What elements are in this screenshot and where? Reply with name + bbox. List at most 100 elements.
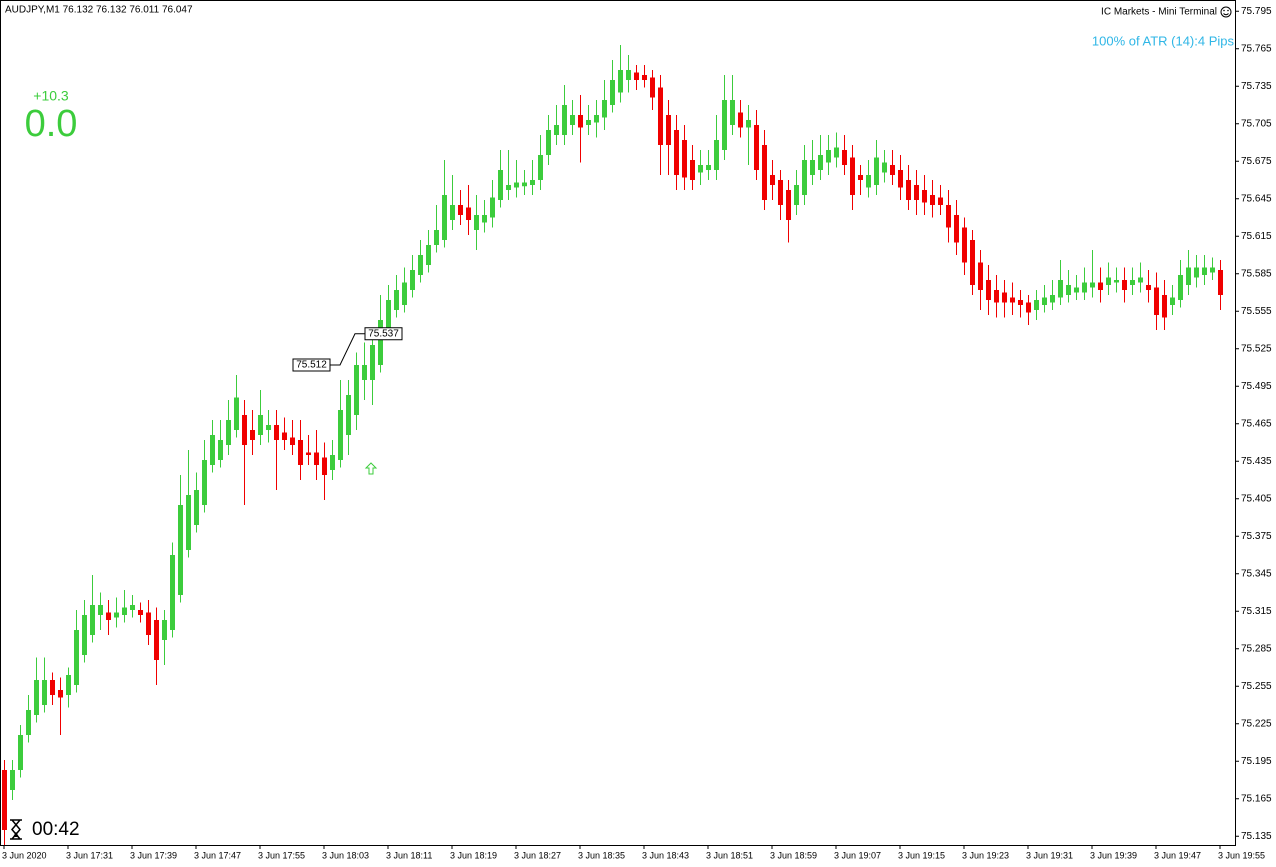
candle-body [578, 115, 583, 128]
candle-body [170, 555, 175, 630]
candle-body [130, 605, 135, 610]
y-tick-label: 75.705 [1241, 118, 1272, 129]
candle-body [378, 320, 383, 365]
candle-body [1090, 282, 1095, 288]
trendline [330, 333, 365, 366]
candle-body [1042, 297, 1047, 305]
y-tick-label: 75.525 [1241, 343, 1272, 354]
price-box [364, 327, 403, 341]
candle-body [906, 180, 911, 200]
x-tick-label: 3 Jun 17:39 [130, 850, 177, 860]
x-tick-label: 3 Jun 18:27 [514, 850, 561, 860]
candle-body [346, 395, 351, 435]
candle-body [34, 680, 39, 715]
candle-body [386, 300, 391, 330]
candle-body [258, 415, 263, 435]
candle-body [210, 435, 215, 465]
candle-body [594, 115, 599, 123]
x-tick-label: 3 Jun 18:19 [450, 850, 497, 860]
y-tick-label: 75.615 [1241, 231, 1272, 242]
x-tick-label: 3 Jun 18:51 [706, 850, 753, 860]
x-tick-label: 3 Jun 17:31 [66, 850, 113, 860]
y-tick-label: 75.735 [1241, 81, 1272, 92]
candle-body [546, 130, 551, 155]
candle-body [1066, 285, 1071, 295]
x-tick-label: 3 Jun 18:59 [770, 850, 817, 860]
candle-body [970, 240, 975, 285]
buy-arrow [364, 462, 378, 475]
candle-body [514, 182, 519, 188]
x-tick-label: 3 Jun 19:47 [1154, 850, 1201, 860]
candle-body [266, 425, 271, 430]
candle-body [786, 190, 791, 220]
candle-body [538, 155, 543, 180]
candle-body [362, 365, 367, 380]
candle-body [1186, 267, 1191, 285]
x-tick-label: 3 Jun 19:39 [1090, 850, 1137, 860]
candle-body [194, 490, 199, 525]
candle-body [818, 155, 823, 170]
candle-body [850, 157, 855, 195]
y-tick-label: 75.225 [1241, 718, 1272, 729]
candle-body [330, 455, 335, 470]
candle-body [618, 70, 623, 93]
candle-body [274, 425, 279, 440]
pips-big: 0.0 [25, 103, 78, 145]
candle-body [106, 612, 111, 620]
y-tick-label: 75.675 [1241, 156, 1272, 167]
candle-body [10, 770, 15, 790]
symbol-info: AUDJPY,M1 76.132 76.132 76.011 76.047 [5, 5, 193, 16]
candle-body [42, 680, 47, 705]
x-tick-label: 3 Jun 19:15 [898, 850, 945, 860]
candle-body [458, 205, 463, 215]
candle-body [626, 70, 631, 80]
price-label: 75.512 [296, 360, 327, 371]
candle-body [730, 100, 735, 125]
pips-change: +10.3 [33, 88, 69, 104]
candle-body [922, 190, 927, 203]
candle-body [506, 185, 511, 190]
candle-body [250, 430, 255, 440]
candle-body [186, 495, 191, 550]
candle-body [842, 150, 847, 165]
candle-body [410, 270, 415, 290]
candle-body [570, 115, 575, 125]
candle-body [866, 175, 871, 188]
candle-body [498, 170, 503, 200]
x-tick-label: 3 Jun 19:23 [962, 850, 1009, 860]
candle-body [2, 770, 7, 830]
candle-body [58, 690, 63, 698]
candle-body [1098, 282, 1103, 290]
candle-body [650, 77, 655, 98]
x-tick-label: 3 Jun 19:31 [1026, 850, 1073, 860]
price-box [292, 358, 331, 372]
candle-body [402, 282, 407, 305]
candle-body [1114, 280, 1119, 283]
x-tick-label: 3 Jun 19:55 [1218, 850, 1265, 860]
candle-body [874, 157, 879, 185]
candle-body [354, 365, 359, 415]
candle-body [1018, 300, 1023, 305]
candle-body [1138, 277, 1143, 283]
candle-body [338, 410, 343, 460]
candle-body [218, 440, 223, 460]
candle-body [810, 160, 815, 175]
candle-body [1202, 267, 1207, 275]
candle-body [746, 120, 751, 128]
candle-body [890, 165, 895, 175]
candle-body [602, 100, 607, 118]
terminal-label: IC Markets - Mini Terminal [1101, 7, 1217, 18]
candle-body [1162, 295, 1167, 318]
candle-body [1026, 302, 1031, 313]
candle-body [82, 615, 87, 655]
candle-body [18, 735, 23, 770]
candle-body [666, 115, 671, 145]
y-tick-label: 75.555 [1241, 306, 1272, 317]
smiley-icon [1220, 6, 1232, 18]
candle-body [178, 505, 183, 595]
candle-body [794, 185, 799, 205]
y-tick-label: 75.585 [1241, 268, 1272, 279]
candle-body [682, 140, 687, 178]
y-tick-label: 75.195 [1241, 756, 1272, 767]
